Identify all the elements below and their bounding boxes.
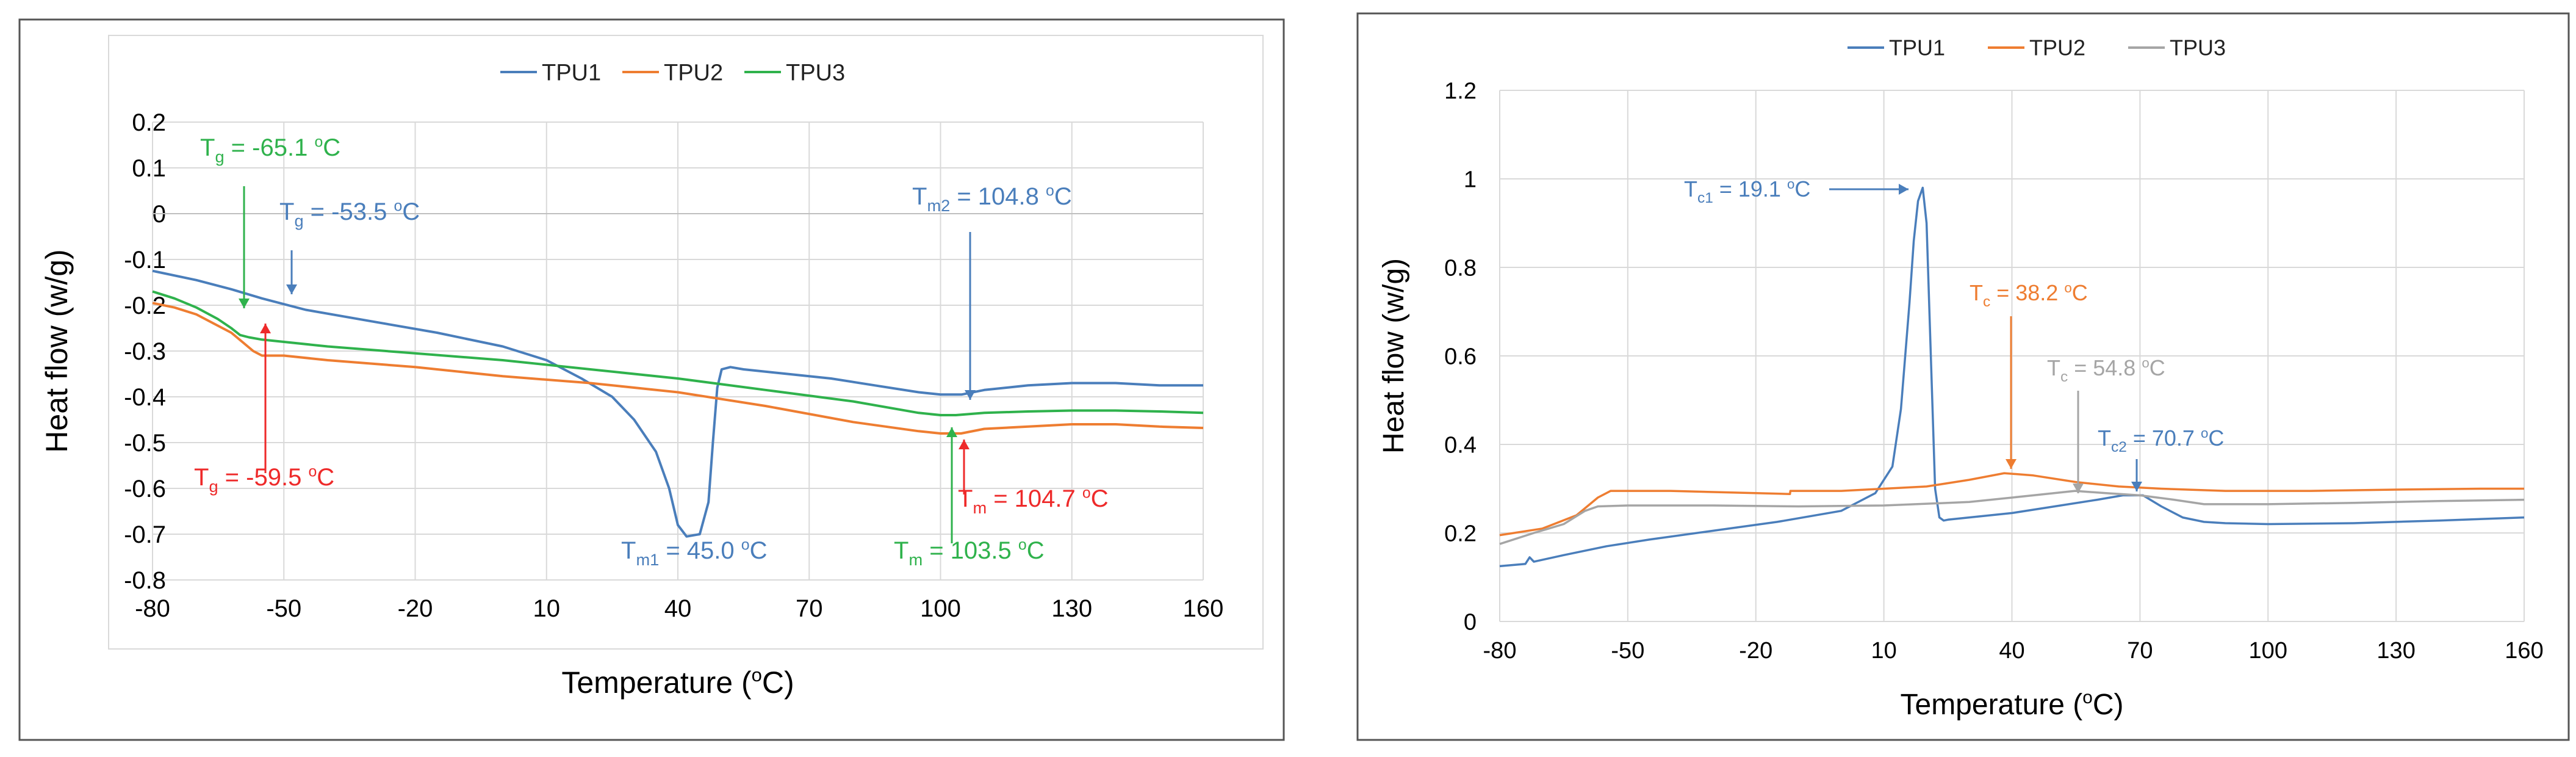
- annotation-arrow-head: [946, 427, 957, 437]
- y-axis-label: Heat flow (w/g): [40, 249, 74, 452]
- x-tick-label: -50: [1611, 638, 1644, 664]
- y-tick-label: -0.4: [124, 384, 166, 411]
- y-tick-label: -0.5: [124, 430, 166, 457]
- left-plot-frame: [108, 35, 1264, 650]
- y-tick-label: -0.2: [124, 292, 166, 319]
- series-line-tpu2: [152, 302, 1204, 435]
- x-tick-label: -80: [135, 595, 170, 622]
- x-tick-label: -20: [398, 595, 433, 622]
- annotation-label: Tc = 38.2 oC: [1970, 280, 2088, 310]
- x-tick-label: 70: [796, 595, 823, 622]
- series-line-tpu2: [1499, 472, 2524, 537]
- annotation-arrow-head: [286, 284, 297, 294]
- annotation-label: Tc = 54.8 oC: [2047, 355, 2165, 385]
- left-panel-frame: [18, 18, 1285, 741]
- legend-label: TPU2: [664, 60, 723, 85]
- annotation-arrow-head: [260, 324, 271, 333]
- annotation-arrow-head: [1899, 184, 1909, 195]
- x-tick-label: 130: [2376, 638, 2415, 664]
- y-tick-label: 0.4: [1444, 432, 1477, 458]
- annotation-arrow-head: [2131, 482, 2142, 491]
- legend-label: TPU3: [786, 60, 845, 85]
- annotation-label: Tm = 103.5 oC: [894, 537, 1045, 570]
- legend-label: TPU3: [2170, 35, 2226, 60]
- annotation-arrow-head: [2073, 484, 2084, 493]
- y-tick-label: 1: [1464, 167, 1477, 192]
- annotation-label: Tc1 = 19.1 oC: [1684, 176, 1810, 206]
- annotation-label: Tg = -65.1 oC: [200, 134, 340, 167]
- left-chart: 0.20.10-0.1-0.2-0.3-0.4-0.5-0.6-0.7-0.8-…: [40, 60, 1223, 700]
- annotation-arrow-head: [959, 440, 970, 449]
- y-tick-label: -0.3: [124, 338, 166, 365]
- annotation-label: Tm2 = 104.8 oC: [912, 183, 1072, 216]
- x-tick-label: -80: [1483, 638, 1517, 664]
- y-tick-label: -0.7: [124, 521, 166, 548]
- legend-label: TPU2: [2029, 35, 2085, 60]
- x-tick-label: 70: [2127, 638, 2153, 664]
- y-tick-label: 1.2: [1444, 78, 1477, 104]
- right-chart: 1.2 1 0.8 0.6 0.4 0.2 0-80 -50 -20 10 40 70 100 130 16…: [1378, 35, 2544, 721]
- annotation-label: Tg = -59.5 oC: [194, 464, 334, 496]
- annotation-label: Tm1 = 45.0 oC: [621, 537, 767, 570]
- y-tick-label: 0.6: [1444, 344, 1477, 369]
- y-tick-label: 0.8: [1444, 255, 1477, 281]
- y-tick-label: 0.2: [132, 109, 166, 136]
- y-axis-label: Heat flow (w/g): [1378, 258, 1410, 454]
- y-tick-label: -0.8: [124, 567, 166, 594]
- annotation-arrow-head: [239, 299, 250, 308]
- legend-label: TPU1: [542, 60, 601, 85]
- annotation-label: Tg = -53.5 oC: [279, 198, 420, 231]
- x-axis-label: Temperature (oC): [561, 664, 794, 700]
- x-tick-label: 100: [920, 595, 961, 622]
- y-tick-label: -0.1: [124, 247, 166, 273]
- y-tick-label: 0.1: [132, 155, 166, 182]
- series-line-tpu1: [1499, 186, 2525, 568]
- right-panel-frame: [1356, 12, 2570, 741]
- series-line-tpu3: [1499, 490, 2525, 545]
- annotation-arrow-head: [2006, 459, 2017, 469]
- annotation-label: Tc2 = 70.7 oC: [2098, 426, 2224, 455]
- y-tick-label: 0.2: [1444, 521, 1477, 546]
- x-tick-label: -50: [266, 595, 301, 622]
- x-tick-label: 130: [1051, 595, 1092, 622]
- x-tick-label: 100: [2249, 638, 2287, 664]
- annotation-label: Tm = 104.7 oC: [958, 485, 1109, 518]
- x-tick-label: 10: [533, 595, 561, 622]
- x-tick-label: 40: [664, 595, 692, 622]
- y-tick-label: 0: [1464, 609, 1477, 635]
- x-tick-label: 10: [1871, 638, 1896, 664]
- annotation-arrow-head: [965, 390, 976, 400]
- x-axis-label: Temperature (oC): [1901, 687, 2124, 721]
- x-tick-label: 40: [1999, 638, 2024, 664]
- x-tick-label: -20: [1739, 638, 1772, 664]
- legend-label: TPU1: [1889, 35, 1945, 60]
- y-tick-label: -0.6: [124, 476, 166, 502]
- x-tick-label: 160: [2505, 638, 2543, 664]
- x-tick-label: 160: [1183, 595, 1224, 622]
- series-line-tpu3: [152, 290, 1204, 416]
